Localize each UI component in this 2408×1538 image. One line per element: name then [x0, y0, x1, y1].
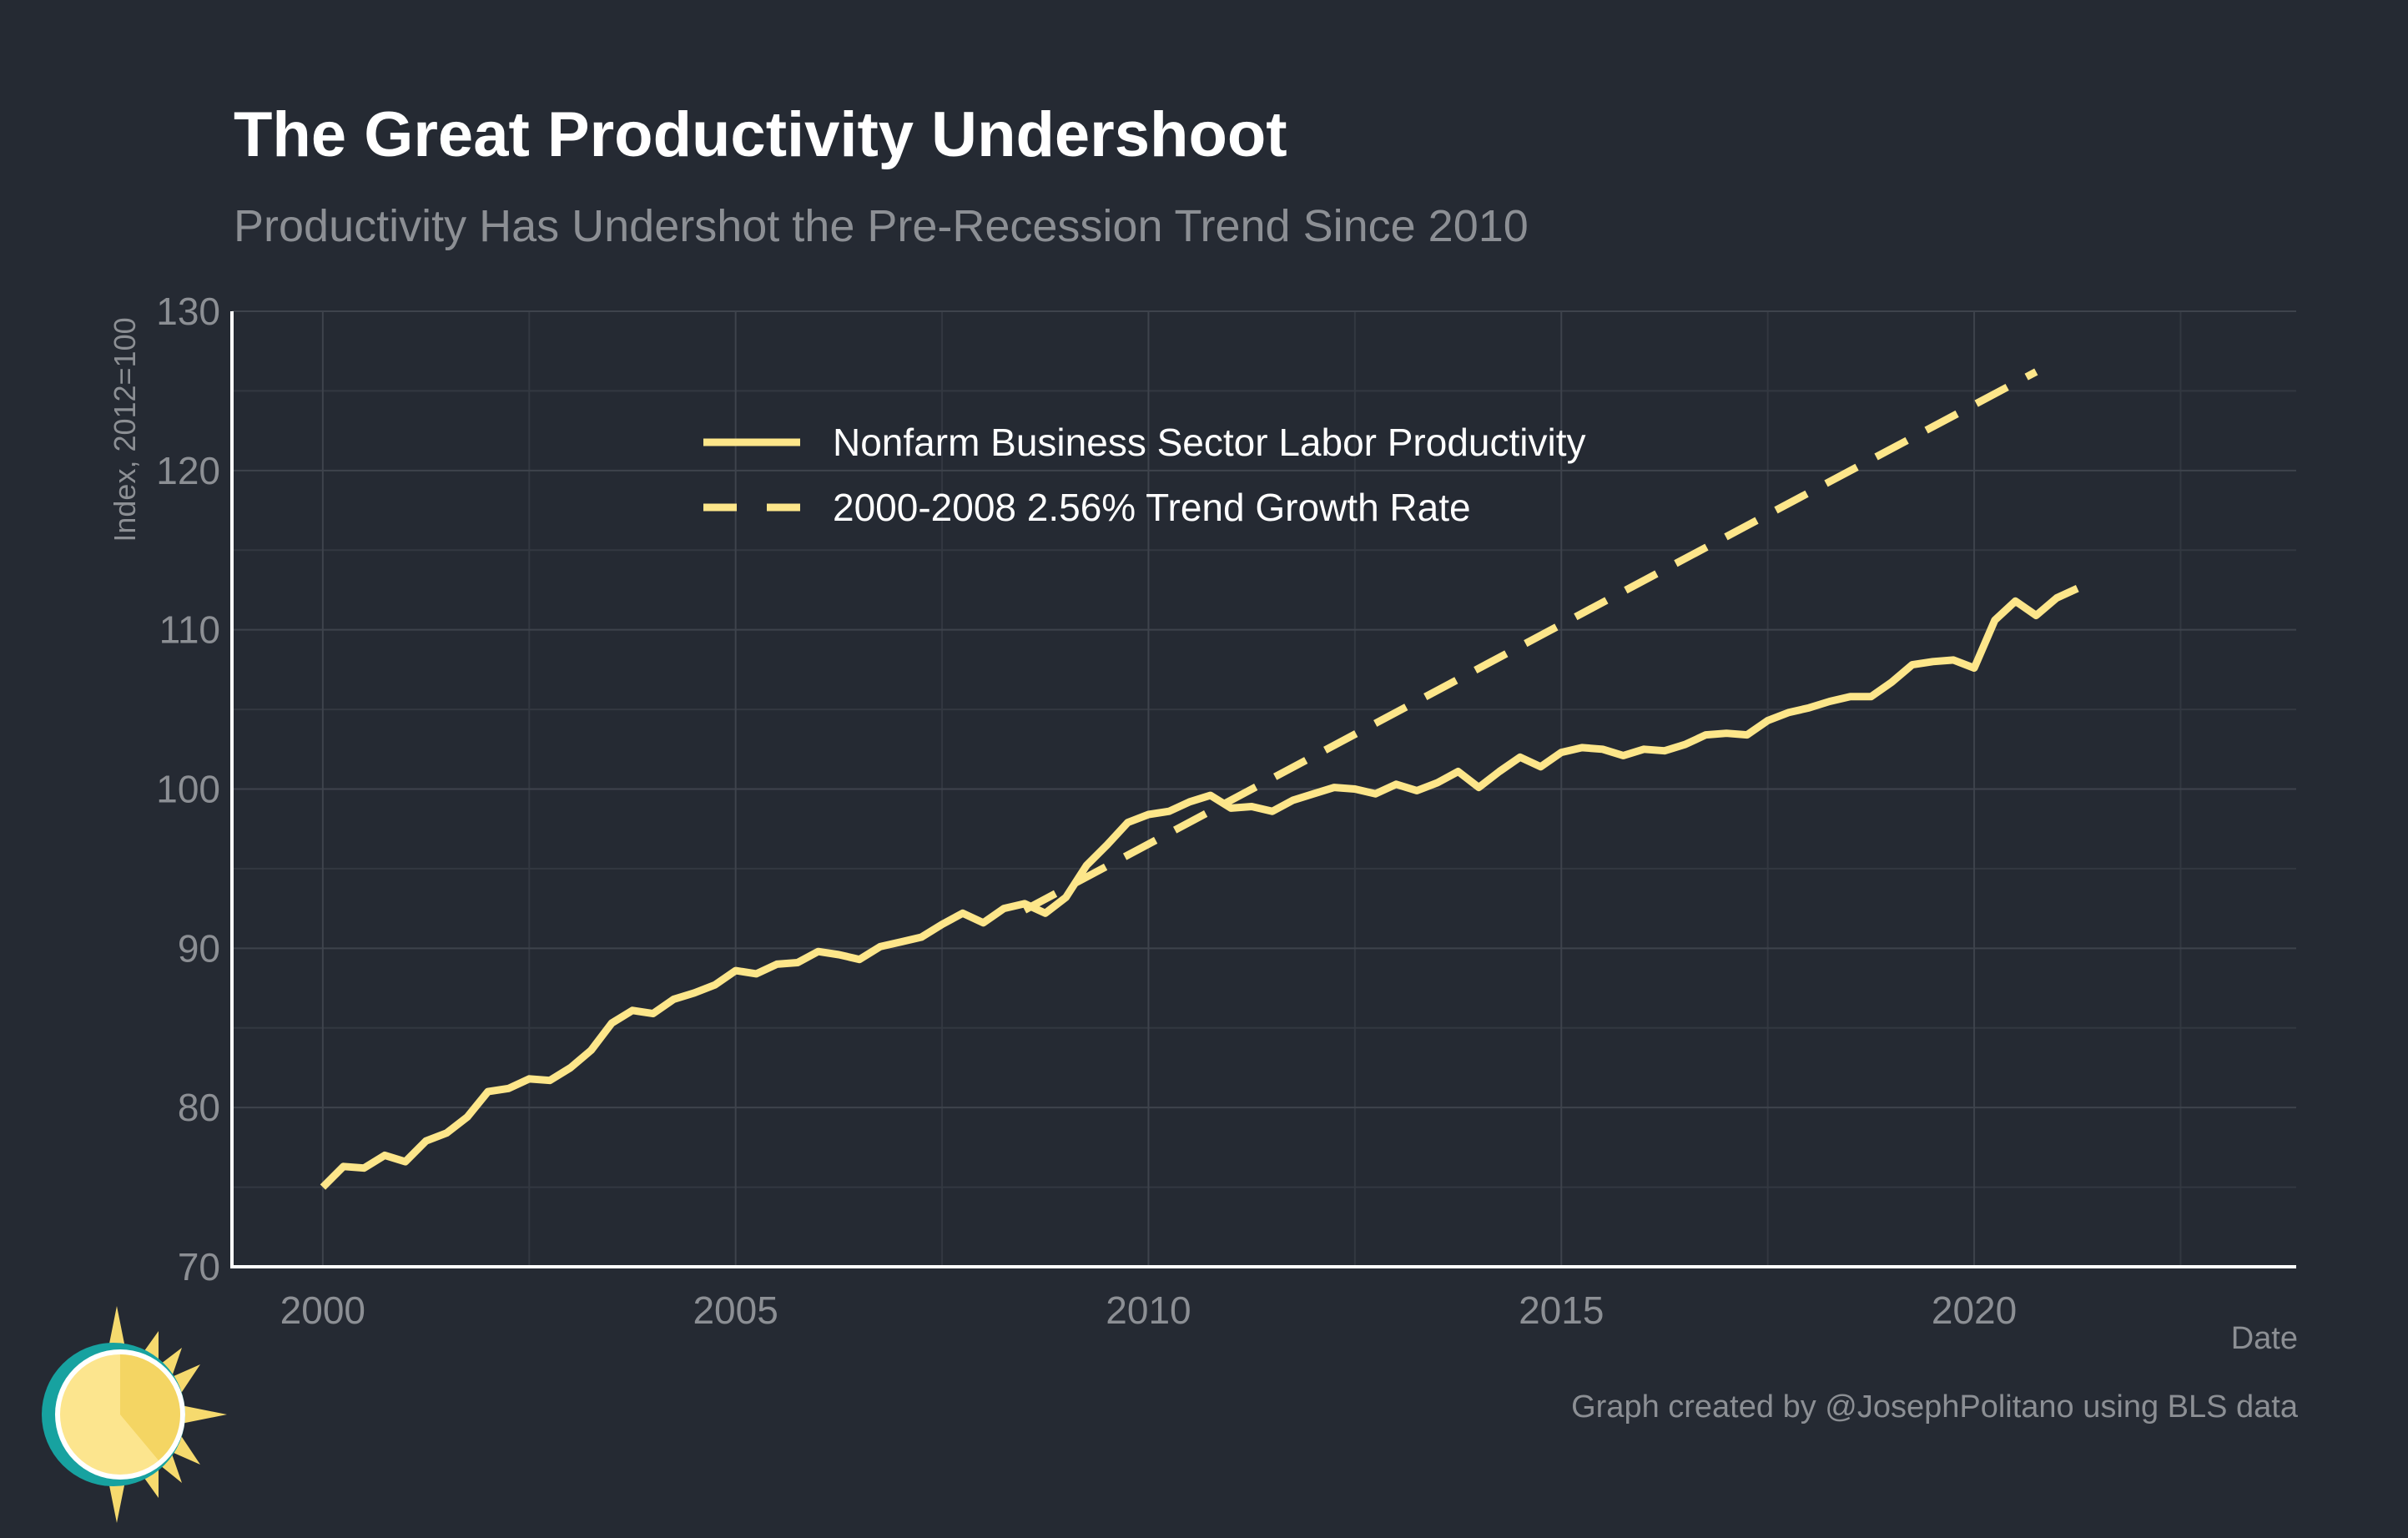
x-tick-label: 2010	[1106, 1288, 1191, 1332]
y-tick-label: 120	[156, 449, 220, 492]
y-tick-label: 90	[178, 926, 220, 970]
y-tick-label: 130	[156, 290, 220, 333]
series-layer	[320, 368, 2079, 1190]
y-axis-label: Index, 2012=100	[108, 317, 142, 542]
y-tick-label: 110	[159, 608, 220, 652]
trend-line	[1022, 368, 2038, 914]
productivity-line	[320, 585, 2079, 1190]
y-tick-label: 100	[156, 768, 220, 811]
x-tick-label: 2000	[280, 1288, 365, 1332]
x-tick-label: 2005	[693, 1288, 778, 1332]
legend-label: Nonfarm Business Sector Labor Productivi…	[833, 421, 1586, 464]
source-caption: Graph created by @JosephPolitano using B…	[1571, 1389, 2298, 1425]
y-tick-label: 80	[178, 1086, 220, 1129]
x-tick-label: 2015	[1519, 1288, 1604, 1332]
y-tick-label: 70	[178, 1245, 220, 1288]
chart-title: The Great Productivity Undershoot	[234, 99, 1287, 170]
chart-subtitle: Productivity Has Undershot the Pre-Reces…	[234, 201, 1529, 251]
legend: Nonfarm Business Sector Labor Productivi…	[703, 421, 1586, 529]
sun-icon	[42, 1306, 227, 1523]
tick-labels: 2000 2005 2010 2015 2020 70 80 90 100 110 120 130	[156, 290, 2017, 1332]
axes	[230, 311, 2296, 1268]
legend-label: 2000-2008 2.56% Trend Growth Rate	[833, 486, 1471, 529]
x-axis-label: Date	[2230, 1321, 2298, 1356]
x-tick-label: 2020	[1932, 1288, 2017, 1332]
